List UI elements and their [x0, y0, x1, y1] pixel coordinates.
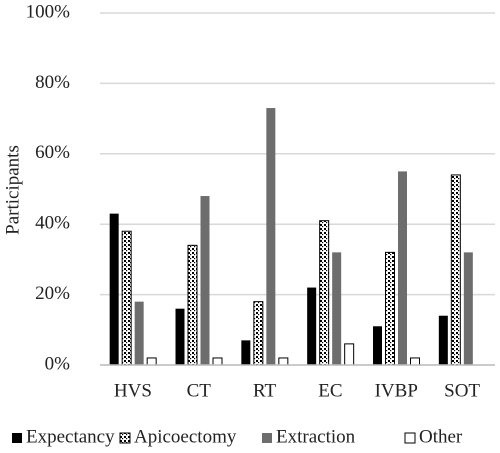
- bar: [241, 340, 251, 365]
- y-tick-label: 20%: [35, 283, 70, 304]
- legend-label: Expectancy: [26, 426, 115, 447]
- bar: [319, 220, 330, 366]
- bar: [278, 357, 289, 366]
- x-tick-label: CT: [187, 380, 212, 401]
- x-tick-label: HVS: [114, 380, 152, 401]
- legend-label: Other: [419, 426, 463, 447]
- bar: [134, 301, 144, 365]
- legend-swatch: [12, 433, 22, 443]
- bar: [253, 301, 264, 366]
- x-tick-label: RT: [253, 380, 277, 401]
- bar: [344, 343, 355, 366]
- y-tick-label: 80%: [35, 72, 70, 93]
- bar: [463, 252, 473, 365]
- x-tick-label: IVBP: [375, 380, 418, 401]
- bar: [373, 326, 382, 365]
- legend-label: Extraction: [276, 426, 356, 447]
- y-tick-label: 40%: [35, 213, 70, 234]
- legend-swatch: [262, 433, 272, 443]
- bar: [187, 244, 198, 366]
- bar: [385, 251, 395, 366]
- bar: [398, 171, 407, 365]
- y-tick-label: 0%: [45, 353, 71, 374]
- y-tick-label: 60%: [35, 142, 70, 163]
- bar: [450, 174, 461, 366]
- bar: [266, 108, 276, 365]
- legend-swatch: [404, 432, 416, 444]
- bar: [410, 357, 420, 366]
- bar: [307, 287, 317, 365]
- bar: [438, 315, 448, 365]
- bar: [200, 196, 210, 365]
- y-tick-label: 100%: [26, 1, 71, 22]
- x-tick-label: EC: [318, 380, 342, 401]
- bar: [175, 308, 185, 365]
- legend-swatch: [119, 432, 131, 444]
- bar: [121, 230, 132, 366]
- bar: [109, 213, 119, 365]
- x-tick-label: SOT: [444, 380, 480, 401]
- bar: [332, 252, 342, 365]
- bar: [146, 357, 157, 366]
- bar: [212, 357, 223, 366]
- y-axis-label: Participants: [2, 145, 23, 235]
- legend-label: Apicoectomy: [134, 426, 237, 447]
